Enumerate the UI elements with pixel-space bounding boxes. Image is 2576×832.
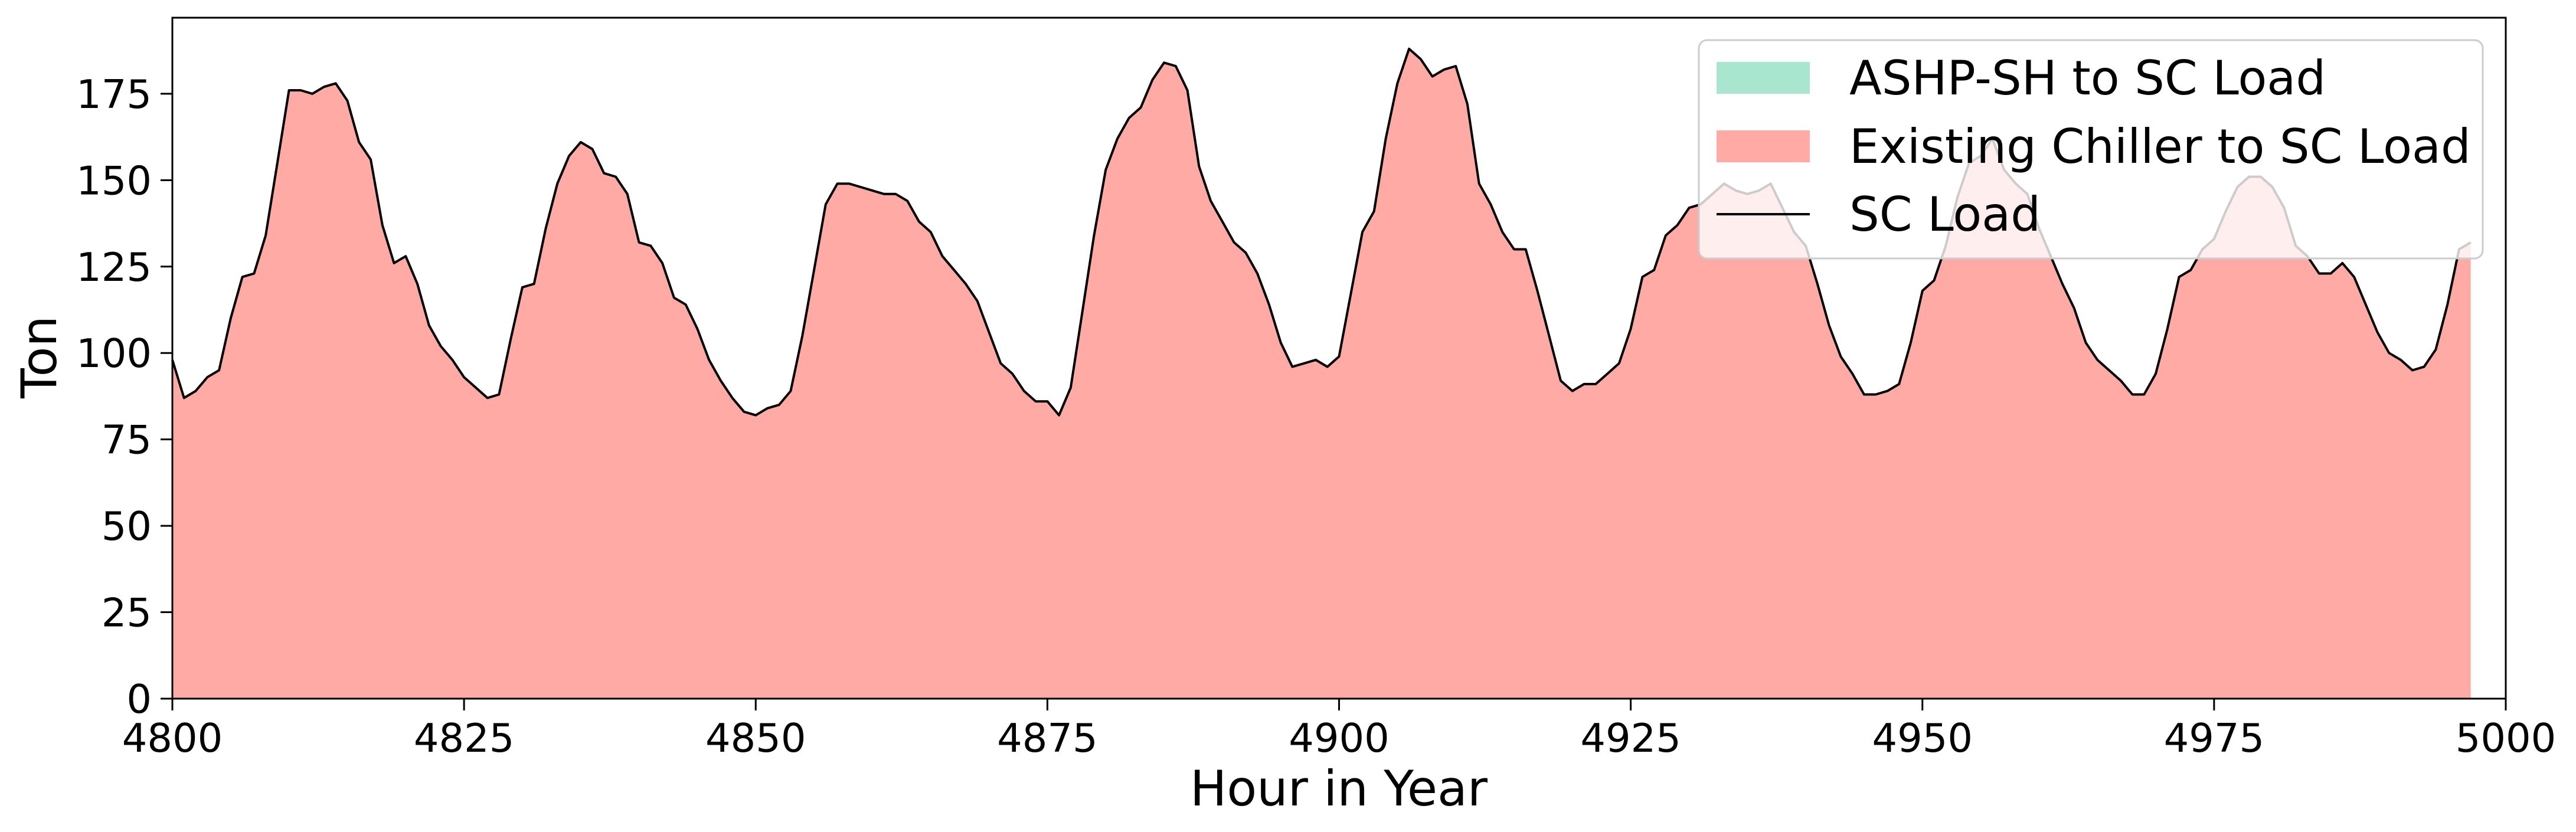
- legend-swatch-ashp-sh: [1717, 62, 1810, 94]
- y-tick-label: 75: [102, 417, 152, 463]
- legend-label: Existing Chiller to SC Load: [1849, 119, 2471, 174]
- legend-label: ASHP-SH to SC Load: [1849, 51, 2326, 106]
- legend-swatch-existing-chiller: [1717, 130, 1810, 162]
- y-tick-label: 175: [76, 71, 152, 117]
- y-tick-label: 100: [76, 330, 152, 376]
- y-axis-title: Ton: [11, 316, 68, 399]
- x-tick-label: 4875: [997, 715, 1098, 761]
- x-tick-label: 4800: [122, 715, 223, 761]
- x-tick-label: 5000: [2456, 715, 2557, 761]
- x-tick-label: 4975: [2164, 715, 2265, 761]
- x-tick-label: 4825: [414, 715, 515, 761]
- legend-box: [1698, 39, 2484, 260]
- y-tick-label: 150: [76, 158, 152, 204]
- line-layer: [171, 47, 2472, 417]
- axes-layer: 4800 4825 4850 4875 4900 4925 4950 4975 5000 0 25 5…: [76, 17, 2557, 761]
- x-tick-label: 4950: [1872, 715, 1973, 761]
- y-tick-label: 50: [102, 503, 152, 549]
- x-axis-title: Hour in Year: [1190, 760, 1488, 817]
- x-tick-label: 4850: [705, 715, 806, 761]
- x-tick-label: 4925: [1580, 715, 1681, 761]
- sc-load-line: [171, 47, 2472, 417]
- legend-label: SC Load: [1849, 187, 2041, 242]
- y-tick-label: 0: [126, 676, 152, 722]
- y-tick-label: 125: [76, 244, 152, 290]
- existing-chiller-area: [172, 48, 2471, 699]
- legend: ASHP-SH to SC Load Existing Chiller to SC…: [1698, 39, 2484, 260]
- x-tick-label: 4900: [1289, 715, 1390, 761]
- area-layer: [172, 48, 2471, 699]
- y-tick-label: 25: [102, 590, 152, 636]
